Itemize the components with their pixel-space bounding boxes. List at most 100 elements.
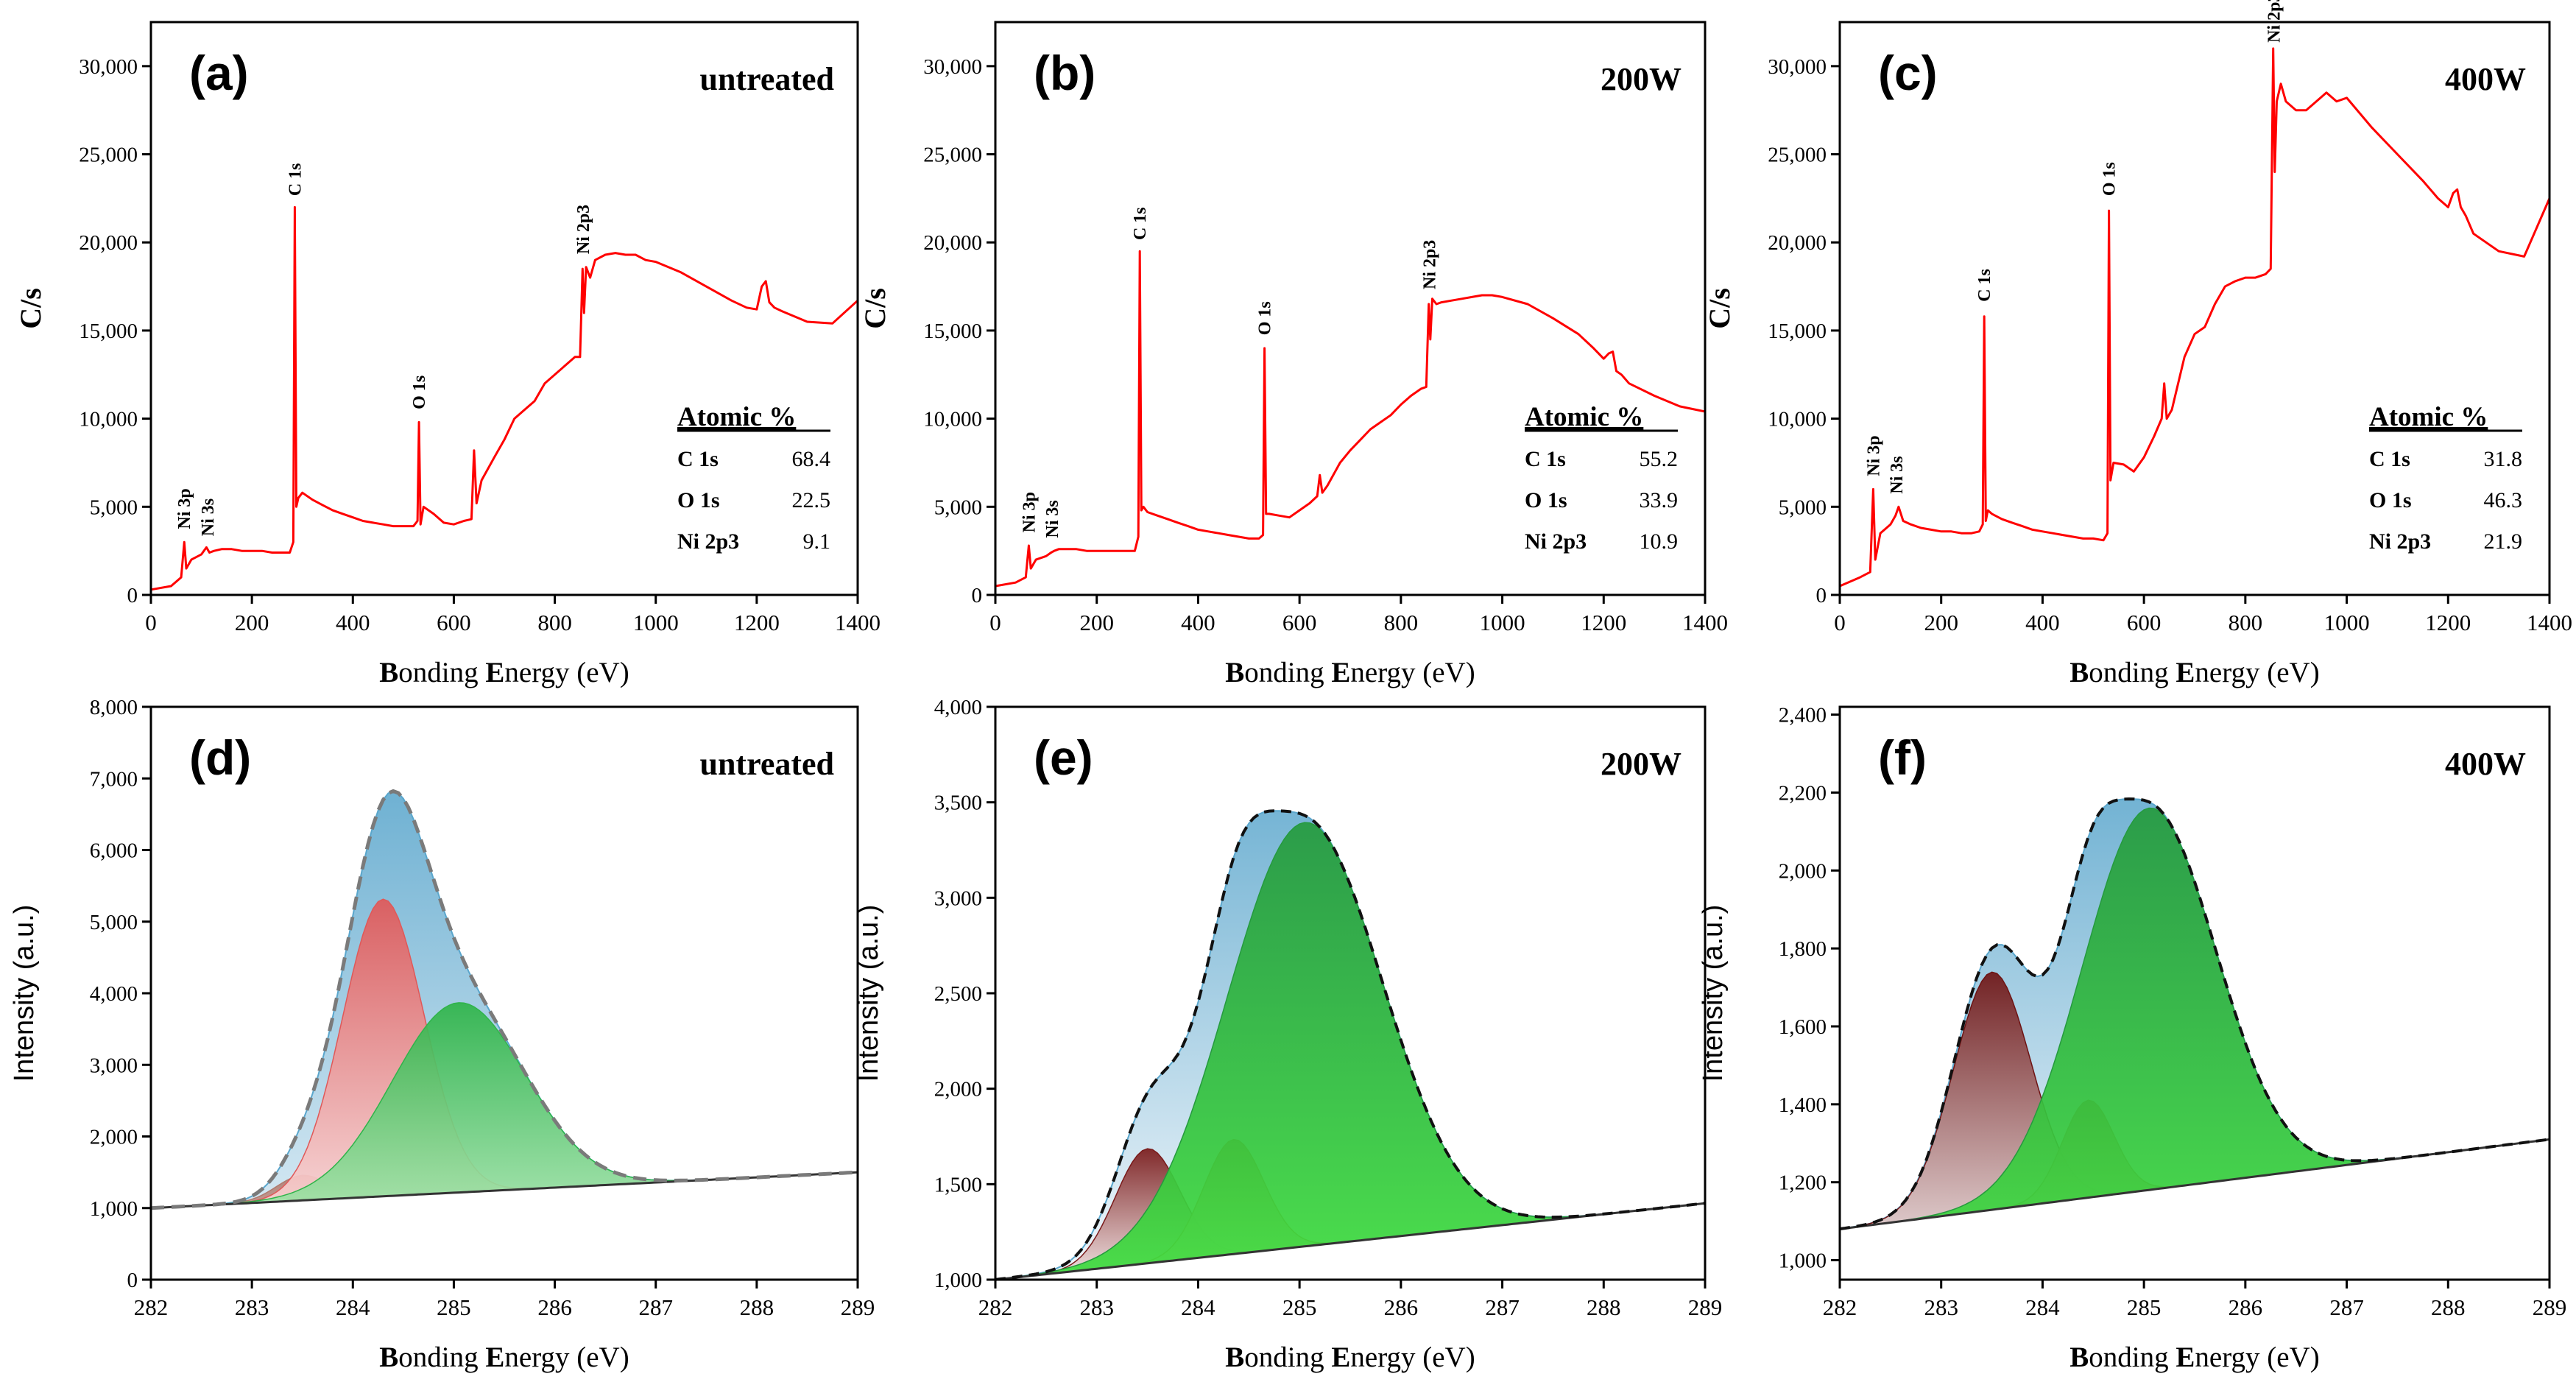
panel-label: (c) bbox=[1878, 46, 1938, 100]
peak-label: Ni 2p3 bbox=[574, 205, 593, 254]
y-axis-label: Intensity (a.u.) bbox=[853, 905, 884, 1082]
y-tick-label: 25,000 bbox=[79, 144, 138, 167]
x-axis-label-part: E bbox=[2176, 1342, 2195, 1373]
atomic-row-name: Ni 2p3 bbox=[1525, 529, 1587, 554]
y-tick-label: 2,200 bbox=[1779, 781, 1827, 805]
survey-spectrum-line bbox=[995, 250, 1706, 588]
x-tick-label: 800 bbox=[2229, 610, 2263, 635]
y-axis-label: Intensity (a.u.) bbox=[9, 905, 40, 1082]
peak-label: O 1s bbox=[410, 376, 429, 409]
y-tick-label: 1,000 bbox=[934, 1269, 982, 1292]
x-axis-label-part: onding bbox=[398, 657, 485, 688]
x-tick-label: 284 bbox=[336, 1294, 370, 1320]
peak-label: Ni 3p bbox=[1020, 492, 1039, 532]
atomic-row-name: O 1s bbox=[1525, 488, 1567, 512]
y-tick-label: 2,500 bbox=[934, 982, 982, 1006]
x-tick-label: 400 bbox=[1181, 610, 1215, 635]
x-tick-label: 600 bbox=[1282, 610, 1317, 635]
y-tick-label: 20,000 bbox=[79, 231, 138, 255]
y-tick-label: 6,000 bbox=[90, 839, 138, 863]
y-tick-label: 0 bbox=[127, 1269, 138, 1292]
x-tick-label: 0 bbox=[1834, 610, 1846, 635]
x-axis-label-part: nergy (eV) bbox=[504, 1342, 629, 1373]
y-tick-label: 1,400 bbox=[1779, 1093, 1827, 1117]
x-tick-label: 287 bbox=[1485, 1294, 1520, 1320]
y-tick-label: 4,000 bbox=[90, 982, 138, 1006]
x-axis-label-part: nergy (eV) bbox=[2195, 657, 2319, 688]
atomic-row-name: Ni 2p3 bbox=[2369, 529, 2431, 554]
condition-label: 400W bbox=[2445, 61, 2526, 97]
x-tick-label: 600 bbox=[437, 610, 471, 635]
y-tick-label: 1,200 bbox=[1779, 1171, 1827, 1195]
peak-label: O 1s bbox=[2100, 162, 2120, 196]
x-tick-label: 282 bbox=[1823, 1294, 1857, 1320]
x-tick-label: 1000 bbox=[1480, 610, 1525, 635]
x-tick-label: 283 bbox=[1079, 1294, 1114, 1320]
x-tick-label: 0 bbox=[989, 610, 1001, 635]
x-tick-label: 286 bbox=[537, 1294, 572, 1320]
x-tick-label: 285 bbox=[2127, 1294, 2162, 1320]
x-axis-label-part: nergy (eV) bbox=[1350, 1342, 1475, 1373]
y-tick-label: 30,000 bbox=[923, 55, 982, 79]
y-tick-label: 10,000 bbox=[79, 408, 138, 431]
x-tick-label: 288 bbox=[2431, 1294, 2466, 1320]
y-tick-label: 1,000 bbox=[90, 1197, 138, 1221]
y-tick-label: 5,000 bbox=[90, 911, 138, 934]
atomic-row-value: 10.9 bbox=[1640, 529, 1679, 554]
fit-envelope-dashed bbox=[1839, 797, 2550, 1230]
x-tick-label: 286 bbox=[1384, 1294, 1419, 1320]
x-axis-label-part: B bbox=[2069, 657, 2089, 688]
panel-label: (d) bbox=[189, 730, 251, 785]
x-tick-label: 600 bbox=[2127, 610, 2162, 635]
x-axis-label: Bonding Energy (eV) bbox=[379, 657, 629, 688]
atomic-percent-header: Atomic % bbox=[1525, 402, 1643, 432]
y-axis-label: C/s bbox=[1703, 288, 1736, 329]
condition-label: 400W bbox=[2445, 746, 2526, 782]
x-tick-label: 285 bbox=[1282, 1294, 1317, 1320]
plot-frame bbox=[1838, 705, 2551, 1281]
x-tick-label: 200 bbox=[1079, 610, 1114, 635]
y-tick-label: 20,000 bbox=[923, 231, 982, 255]
panel-label: (a) bbox=[189, 46, 249, 100]
x-axis-label-part: E bbox=[1331, 1342, 1350, 1373]
condition-label: 200W bbox=[1601, 746, 1682, 782]
atomic-row-value: 55.2 bbox=[1640, 447, 1679, 471]
y-tick-label: 2,000 bbox=[90, 1126, 138, 1149]
panel-b: Ni 3p Ni 3s C 1s O 1s Ni 2p3 Atomic % C 1s 55.2… bbox=[858, 21, 1728, 688]
x-tick-label: 200 bbox=[235, 610, 269, 635]
peak-label: C 1s bbox=[1131, 207, 1150, 240]
x-tick-label: 800 bbox=[1384, 610, 1419, 635]
survey-spectrum-line bbox=[150, 205, 859, 591]
condition-label: untreated bbox=[699, 61, 834, 97]
atomic-row-name: C 1s bbox=[677, 447, 719, 471]
x-tick-label: 287 bbox=[2329, 1294, 2364, 1320]
fit-envelope-dashed bbox=[995, 809, 1706, 1281]
x-tick-label: 1200 bbox=[734, 610, 780, 635]
atomic-row-name: O 1s bbox=[2369, 488, 2412, 512]
x-tick-label: 282 bbox=[978, 1294, 1013, 1320]
atomic-percent-header: Atomic % bbox=[2369, 402, 2488, 432]
y-tick-label: 30,000 bbox=[79, 55, 138, 79]
y-tick-label: 8,000 bbox=[90, 696, 138, 719]
panel-e: 282 283 284 285 286 287 288 289 1,000 1,500 2,000 2… bbox=[853, 696, 1722, 1373]
y-tick-label: 4,000 bbox=[934, 696, 982, 719]
x-axis-label-part: E bbox=[485, 1342, 504, 1373]
x-tick-label: 1400 bbox=[1682, 610, 1728, 635]
atomic-row-value: 9.1 bbox=[803, 529, 831, 554]
plot-frame bbox=[994, 21, 1707, 596]
x-tick-label: 287 bbox=[638, 1294, 673, 1320]
y-axis-label: C/s bbox=[14, 288, 47, 329]
y-axis-label: C/s bbox=[858, 288, 892, 329]
x-axis-label-part: nergy (eV) bbox=[2195, 1342, 2319, 1373]
x-tick-label: 286 bbox=[2229, 1294, 2263, 1320]
y-tick-label: 1,500 bbox=[934, 1173, 982, 1196]
x-axis-label-part: E bbox=[485, 657, 504, 688]
y-tick-label: 3,000 bbox=[934, 886, 982, 910]
y-tick-label: 15,000 bbox=[79, 320, 138, 343]
x-tick-label: 289 bbox=[1688, 1294, 1723, 1320]
x-tick-label: 289 bbox=[841, 1294, 875, 1320]
y-tick-label: 2,000 bbox=[934, 1078, 982, 1101]
plot-frame bbox=[1838, 21, 2551, 596]
peak-label: O 1s bbox=[1256, 301, 1275, 335]
